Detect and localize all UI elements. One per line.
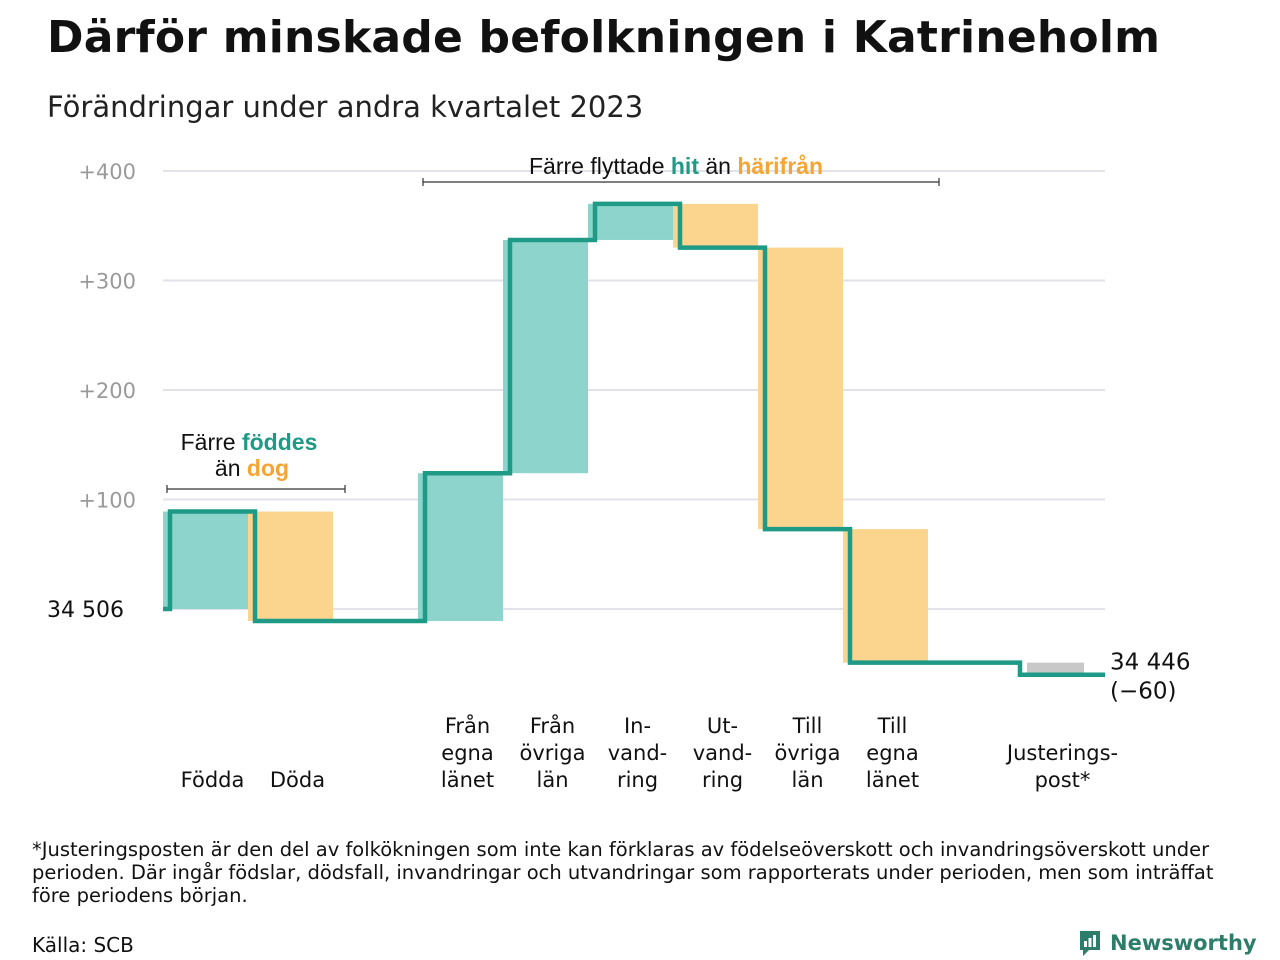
annotation-migration: Färre flyttade hit än härifrån [529,153,823,179]
x-category-label: egna [866,741,918,765]
x-category-label: egna [441,741,493,765]
x-category-label: län [536,768,568,792]
bar-decrease [248,511,333,622]
waterfall-step-line [163,201,1105,677]
x-category-label: ring [617,768,658,792]
bar-decrease [843,529,928,663]
x-category-label: Döda [270,768,325,792]
x-category-label: post* [1035,768,1091,792]
x-category-label: Ut- [707,714,738,738]
annotation-birth-line2: än dog [215,455,289,481]
x-category-label: länet [441,768,494,792]
bar-decrease [758,247,843,530]
x-category-label: Till [877,714,908,738]
brand-name: Newsworthy [1110,931,1257,955]
x-category-label: vand- [693,741,753,765]
waterfall-chart: +100 +200 +300 +400 34 506 Födda Döda Från egna l… [47,153,1190,792]
x-category-label: län [791,768,823,792]
start-value-label: 34 506 [47,598,124,623]
x-category-label: Födda [181,768,245,792]
x-category-label: Från [530,713,575,738]
bar-increase [163,511,248,609]
bar-adjustment [1027,662,1084,675]
x-category-label: Justerings- [1005,741,1118,765]
footnote: *Justeringsposten är den del av folkökni… [32,838,1214,907]
bar-increase [503,239,588,474]
bar-increase [588,203,673,240]
x-category-label: vand- [608,741,668,765]
end-change-label: (−60) [1110,679,1176,705]
y-tick-label: +100 [78,489,136,513]
source-label: Källa: SCB [32,933,134,957]
newsworthy-icon [1080,931,1100,956]
end-value-label: 34 446 [1110,650,1190,676]
y-tick-label: +200 [78,379,136,403]
x-category-label: In- [624,714,651,738]
chart-subtitle: Förändringar under andra kvartalet 2023 [47,90,644,124]
x-category-label: Från [445,713,490,738]
brand-logo: Newsworthy [1078,928,1257,958]
annotation-birth-line1: Färre föddes [181,429,318,455]
y-tick-label: +300 [78,270,136,294]
x-category-label: länet [866,768,919,792]
x-category-label: ring [702,768,743,792]
x-category-label: Till [792,714,823,738]
chart-title: Därför minskade befolkningen i Katrineho… [47,12,1161,63]
bar-increase [418,473,503,622]
y-tick-label: +400 [78,160,136,184]
x-category-label: övriga [775,741,841,765]
x-category-label: övriga [520,741,586,765]
bar-decrease [673,203,758,248]
